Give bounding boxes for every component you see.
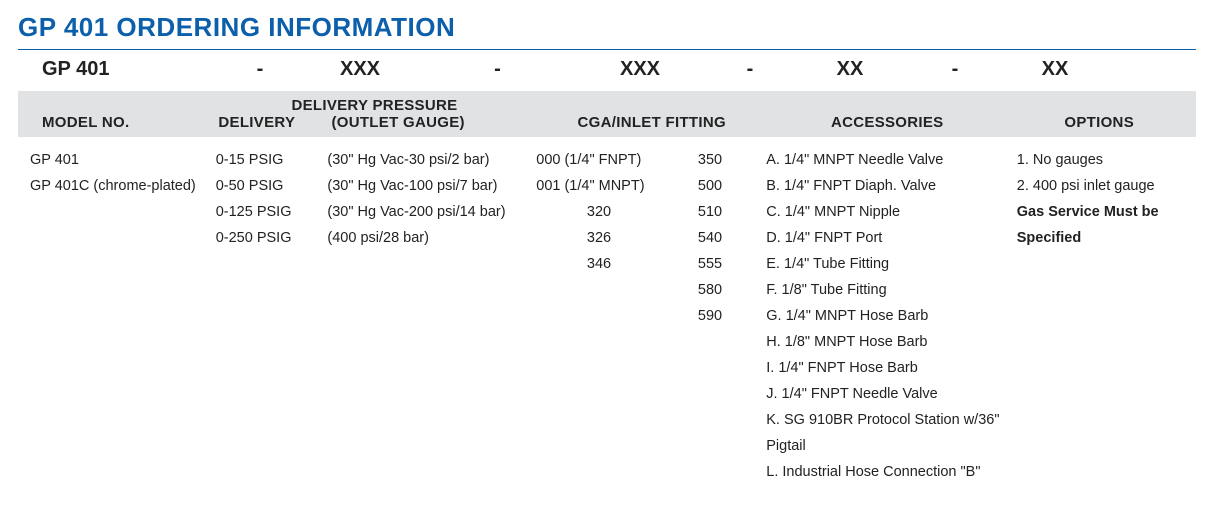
format-sep: - — [430, 58, 565, 81]
list-item: 0-250 PSIG — [216, 225, 320, 251]
col-delivery: 0-15 PSIG 0-50 PSIG 0-125 PSIG 0-250 PSI… — [216, 147, 328, 485]
format-delivery: XXX — [290, 58, 430, 81]
header-delivery-pressure: DELIVERY PRESSURE — [291, 97, 543, 114]
list-item: (30" Hg Vac-200 psi/14 bar) — [327, 199, 528, 225]
list-item: 0-50 PSIG — [216, 173, 320, 199]
list-item: 1. No gauges — [1017, 147, 1176, 173]
format-options: XX — [995, 58, 1115, 81]
part-number-format-row: GP 401 - XXX - XXX - XX - XX — [18, 50, 1196, 91]
list-item: A. 1/4" MNPT Needle Valve — [766, 147, 1009, 173]
page-title: GP 401 ORDERING INFORMATION — [18, 12, 1196, 50]
list-item: F. 1/8" Tube Fitting — [766, 277, 1009, 303]
list-item: K. SG 910BR Protocol Station w/36" Pigta… — [766, 407, 1009, 459]
list-item: G. 1/4" MNPT Hose Barb — [766, 303, 1009, 329]
list-item: (30" Hg Vac-100 psi/7 bar) — [327, 173, 528, 199]
list-item: (30" Hg Vac-30 psi/2 bar) — [327, 147, 528, 173]
format-sep: - — [915, 58, 995, 81]
format-sep: - — [230, 58, 290, 81]
list-item: 350 — [662, 147, 759, 173]
header-model-no: MODEL NO. — [30, 114, 218, 131]
list-item: 326 — [536, 225, 661, 251]
list-item: 000 (1/4" FNPT) — [536, 147, 661, 173]
list-item: 2. 400 psi inlet gauge — [1017, 173, 1176, 199]
cga-subcol-1: 000 (1/4" FNPT) 001 (1/4" MNPT) 320 326 … — [536, 147, 661, 329]
format-model: GP 401 — [30, 58, 230, 81]
column-headers: MODEL NO. DELIVERY DELIVERY PRESSURE (OU… — [18, 91, 1196, 137]
options-note: Specified — [1017, 225, 1176, 251]
list-item: 0-15 PSIG — [216, 147, 320, 173]
col-cga-inlet: 000 (1/4" FNPT) 001 (1/4" MNPT) 320 326 … — [536, 147, 766, 485]
list-item: 320 — [536, 199, 661, 225]
list-item: 590 — [662, 303, 759, 329]
col-outlet-gauge: (30" Hg Vac-30 psi/2 bar) (30" Hg Vac-10… — [327, 147, 536, 485]
list-item: I. 1/4" FNPT Hose Barb — [766, 355, 1009, 381]
col-options: 1. No gauges 2. 400 psi inlet gauge Gas … — [1017, 147, 1184, 485]
list-item: 001 (1/4" MNPT) — [536, 173, 661, 199]
header-cga-inlet: CGA/INLET FITTING — [543, 114, 760, 131]
list-item: GP 401 — [30, 147, 208, 173]
list-item: 555 — [662, 251, 759, 277]
list-item: C. 1/4" MNPT Nipple — [766, 199, 1009, 225]
list-item: L. Industrial Hose Connection "B" — [766, 459, 1009, 485]
table-body: GP 401 GP 401C (chrome-plated) 0-15 PSIG… — [18, 137, 1196, 485]
list-item: B. 1/4" FNPT Diaph. Valve — [766, 173, 1009, 199]
list-item: 580 — [662, 277, 759, 303]
header-options: OPTIONS — [1014, 114, 1184, 131]
list-item: J. 1/4" FNPT Needle Valve — [766, 381, 1009, 407]
list-item: 500 — [662, 173, 759, 199]
list-item: 346 — [536, 251, 661, 277]
col-model-no: GP 401 GP 401C (chrome-plated) — [30, 147, 216, 485]
header-outlet-gauge: (OUTLET GAUGE) — [331, 114, 543, 131]
list-item: 0-125 PSIG — [216, 199, 320, 225]
format-sep: - — [715, 58, 785, 81]
list-item: 510 — [662, 199, 759, 225]
list-item: D. 1/4" FNPT Port — [766, 225, 1009, 251]
options-note: Gas Service Must be — [1017, 199, 1176, 225]
list-item: GP 401C (chrome-plated) — [30, 173, 208, 199]
list-item: (400 psi/28 bar) — [327, 225, 528, 251]
header-accessories: ACCESSORIES — [760, 114, 1014, 131]
header-delivery: DELIVERY — [218, 114, 331, 131]
list-item: H. 1/8" MNPT Hose Barb — [766, 329, 1009, 355]
col-accessories: A. 1/4" MNPT Needle Valve B. 1/4" FNPT D… — [766, 147, 1017, 485]
format-cga: XXX — [565, 58, 715, 81]
format-accessories: XX — [785, 58, 915, 81]
list-item: E. 1/4" Tube Fitting — [766, 251, 1009, 277]
list-item: 540 — [662, 225, 759, 251]
cga-subcol-2: 350 500 510 540 555 580 590 — [662, 147, 759, 329]
